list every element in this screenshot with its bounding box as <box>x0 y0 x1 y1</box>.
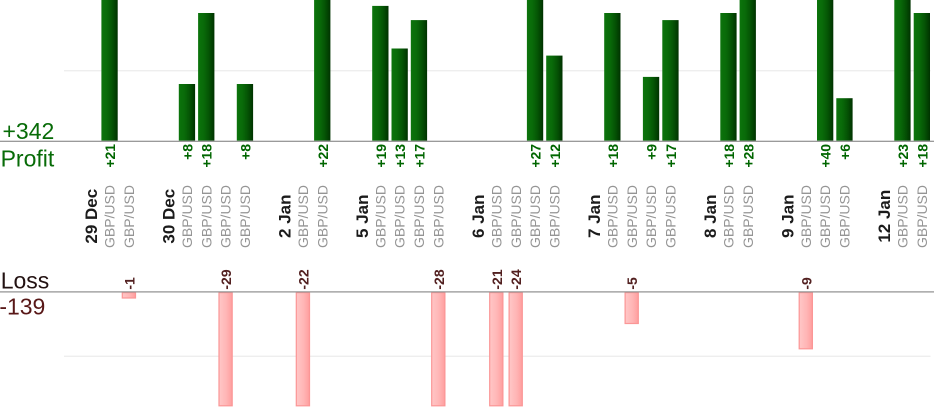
svg-text:GBP/USD: GBP/USD <box>508 185 524 248</box>
svg-text:-29: -29 <box>218 269 234 289</box>
svg-text:-9: -9 <box>798 277 814 290</box>
svg-text:7 Jan: 7 Jan <box>585 194 604 237</box>
svg-text:GBP/USD: GBP/USD <box>102 185 118 248</box>
svg-text:-5: -5 <box>624 277 640 290</box>
svg-text:+8: +8 <box>179 144 195 160</box>
svg-text:12 Jan: 12 Jan <box>875 190 894 243</box>
svg-text:+18: +18 <box>914 144 930 168</box>
svg-text:+18: +18 <box>605 144 621 168</box>
svg-text:8 Jan: 8 Jan <box>701 194 720 237</box>
svg-text:GBP/USD: GBP/USD <box>624 185 640 248</box>
svg-text:GBP/USD: GBP/USD <box>740 185 756 248</box>
svg-text:GBP/USD: GBP/USD <box>643 185 659 248</box>
svg-text:-139: -139 <box>0 294 45 320</box>
svg-text:+12: +12 <box>547 144 563 168</box>
svg-text:+9: +9 <box>644 144 660 160</box>
svg-text:+18: +18 <box>721 144 737 168</box>
svg-text:+8: +8 <box>237 144 253 160</box>
svg-text:Loss: Loss <box>1 267 50 293</box>
svg-text:GBP/USD: GBP/USD <box>295 185 311 248</box>
svg-text:2 Jan: 2 Jan <box>276 194 295 237</box>
svg-text:GBP/USD: GBP/USD <box>895 185 911 248</box>
svg-text:+13: +13 <box>392 144 408 168</box>
svg-text:GBP/USD: GBP/USD <box>179 185 195 248</box>
svg-text:GBP/USD: GBP/USD <box>663 185 679 248</box>
svg-text:-28: -28 <box>431 269 447 289</box>
svg-text:+22: +22 <box>315 144 331 168</box>
svg-text:GBP/USD: GBP/USD <box>218 185 234 248</box>
svg-text:+19: +19 <box>373 144 389 168</box>
svg-text:+27: +27 <box>528 144 544 168</box>
svg-text:GBP/USD: GBP/USD <box>527 185 543 248</box>
svg-text:-24: -24 <box>508 269 524 289</box>
svg-text:+40: +40 <box>818 144 834 168</box>
svg-text:GBP/USD: GBP/USD <box>198 185 214 248</box>
svg-text:GBP/USD: GBP/USD <box>817 185 833 248</box>
svg-text:29 Dec: 29 Dec <box>82 189 101 244</box>
svg-text:GBP/USD: GBP/USD <box>121 185 137 248</box>
svg-text:GBP/USD: GBP/USD <box>605 185 621 248</box>
svg-text:-21: -21 <box>489 269 505 289</box>
svg-text:+23: +23 <box>895 144 911 168</box>
svg-text:-22: -22 <box>295 269 311 289</box>
svg-text:GBP/USD: GBP/USD <box>314 185 330 248</box>
svg-text:+18: +18 <box>199 144 215 168</box>
svg-text:GBP/USD: GBP/USD <box>237 185 253 248</box>
svg-text:+21: +21 <box>102 144 118 168</box>
svg-text:GBP/USD: GBP/USD <box>914 185 930 248</box>
svg-text:+17: +17 <box>412 144 428 168</box>
svg-text:+28: +28 <box>740 144 756 168</box>
svg-text:9 Jan: 9 Jan <box>778 194 797 237</box>
svg-text:-1: -1 <box>121 277 137 290</box>
svg-text:GBP/USD: GBP/USD <box>372 185 388 248</box>
svg-text:GBP/USD: GBP/USD <box>837 185 853 248</box>
svg-text:GBP/USD: GBP/USD <box>392 185 408 248</box>
svg-text:GBP/USD: GBP/USD <box>430 185 446 248</box>
svg-text:Profit: Profit <box>1 145 55 171</box>
svg-text:GBP/USD: GBP/USD <box>411 185 427 248</box>
svg-text:GBP/USD: GBP/USD <box>488 185 504 248</box>
svg-text:GBP/USD: GBP/USD <box>798 185 814 248</box>
svg-text:+6: +6 <box>837 144 853 160</box>
svg-text:6 Jan: 6 Jan <box>469 194 488 237</box>
svg-text:5 Jan: 5 Jan <box>353 194 372 237</box>
svg-text:GBP/USD: GBP/USD <box>547 185 563 248</box>
svg-text:+17: +17 <box>663 144 679 168</box>
svg-text:+342: +342 <box>3 118 55 144</box>
svg-text:GBP/USD: GBP/USD <box>721 185 737 248</box>
svg-text:30 Dec: 30 Dec <box>160 189 179 244</box>
